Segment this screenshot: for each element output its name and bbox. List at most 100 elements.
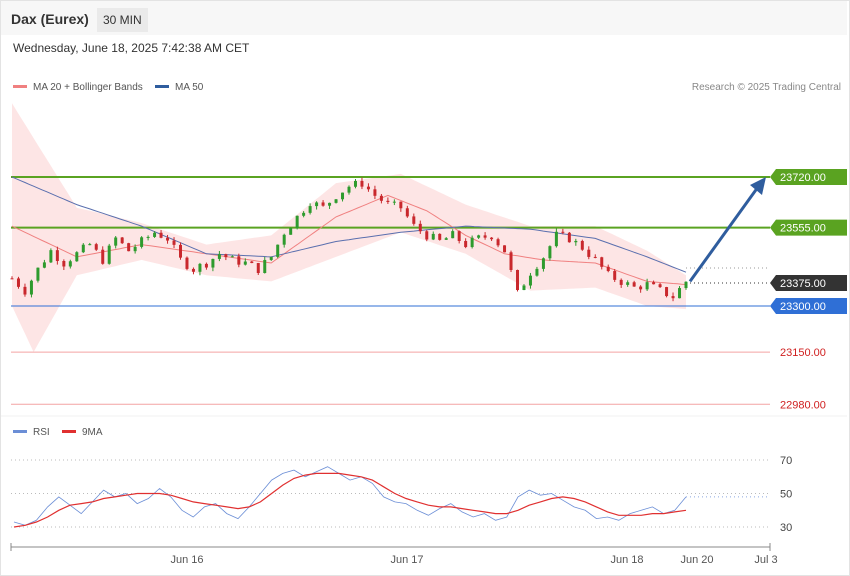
bearish-candle [321, 202, 325, 206]
level-tag [770, 274, 847, 291]
bullish-candle [29, 280, 33, 295]
bearish-candle [464, 240, 468, 248]
bearish-candle [619, 279, 623, 285]
bullish-candle [528, 275, 532, 286]
bullish-candle [341, 192, 345, 200]
time-axis: Jun 16 Jun 17 Jun 18 Jun 20 Jul 3 [10, 543, 778, 566]
bullish-candle [308, 206, 312, 213]
bearish-candle [671, 296, 675, 299]
bearish-candle [250, 261, 254, 264]
level-label: 22980.00 [780, 399, 826, 411]
bearish-candle [509, 252, 513, 270]
bearish-candle [580, 240, 584, 250]
bearish-candle [438, 233, 442, 240]
bearish-candle [503, 245, 507, 253]
bearish-candle [237, 256, 241, 265]
bearish-candle [496, 239, 500, 246]
bullish-candle [451, 231, 455, 239]
bullish-candle [302, 212, 306, 216]
bearish-candle [658, 284, 662, 288]
bullish-candle [684, 281, 688, 289]
ma20-legend-swatch [13, 85, 27, 88]
bearish-candle [490, 237, 494, 240]
bullish-candle [470, 237, 474, 248]
bearish-candle [185, 257, 189, 269]
bearish-candle [172, 240, 176, 245]
bearish-candle [613, 271, 617, 280]
credit-text: Research © 2025 Trading Central [692, 82, 841, 93]
time-axis-label: Jun 20 [680, 554, 713, 566]
bullish-candle [146, 236, 150, 238]
rsi-chart: 70 50 30 [11, 455, 792, 534]
bearish-candle [224, 254, 228, 258]
rsi-tick-label: 70 [780, 455, 792, 467]
bearish-candle [425, 231, 429, 240]
level-tag [770, 169, 847, 185]
level-tag [770, 298, 847, 314]
ma20-legend-label: MA 20 + Bollinger Bands [33, 82, 143, 93]
bullish-candle [444, 238, 448, 240]
ma50-line [11, 176, 687, 273]
bullish-candle [140, 237, 144, 247]
bullish-candle [68, 261, 72, 267]
bullish-candle [269, 256, 273, 260]
bullish-candle [230, 256, 234, 258]
rsi-ma-legend-label: 9MA [82, 427, 103, 438]
bullish-candle [541, 258, 545, 269]
bearish-candle [10, 278, 14, 280]
bearish-candle [204, 263, 208, 268]
rsi-legend-swatch [13, 430, 27, 433]
bullish-candle [477, 235, 481, 238]
bullish-candle [198, 263, 202, 272]
forecast-arrow-shaft [688, 186, 760, 283]
rsi-tick-label: 30 [780, 522, 792, 534]
rsi-line [13, 466, 687, 526]
bullish-candle [328, 202, 332, 206]
bullish-candle [554, 231, 558, 247]
bearish-candle [561, 231, 565, 233]
bearish-candle [600, 257, 604, 267]
bearish-candle [101, 249, 105, 264]
bearish-candle [94, 244, 98, 250]
bullish-candle [535, 268, 539, 276]
rsi-legend-label: RSI [33, 427, 50, 438]
bullish-candle [574, 240, 578, 243]
bearish-candle [652, 282, 656, 285]
bullish-candle [289, 227, 293, 235]
bearish-candle [120, 237, 124, 244]
time-axis-label: Jun 17 [390, 554, 423, 566]
bearish-candle [593, 256, 597, 258]
time-axis-label: Jun 16 [170, 554, 203, 566]
bullish-candle [75, 252, 79, 262]
bearish-candle [587, 249, 591, 257]
level-label: 23720.00 [780, 172, 826, 184]
instrument-title: Dax (Eurex) [11, 11, 89, 27]
bullish-candle [626, 282, 630, 285]
chart-datetime: Wednesday, June 18, 2025 7:42:38 AM CET [13, 41, 250, 55]
timeframe-badge[interactable]: 30 MIN [97, 8, 148, 32]
bearish-candle [386, 200, 390, 202]
level-label: 23150.00 [780, 347, 826, 359]
bullish-candle [315, 202, 319, 207]
bullish-candle [678, 288, 682, 299]
bullish-candle [263, 259, 267, 273]
bullish-candle [81, 244, 85, 253]
bearish-candle [606, 266, 610, 272]
bullish-candle [243, 261, 247, 265]
time-axis-label: Jun 18 [610, 554, 643, 566]
time-axis-label: Jul 3 [754, 554, 777, 566]
rsi-tick-label: 50 [780, 489, 792, 501]
bullish-candle [282, 234, 286, 245]
bearish-candle [412, 216, 416, 224]
rsi-ma-legend-swatch [62, 430, 76, 433]
bullish-candle [49, 250, 53, 263]
bearish-candle [166, 237, 170, 241]
bearish-candle [373, 189, 377, 196]
bullish-candle [88, 244, 92, 246]
bullish-candle [392, 201, 396, 203]
bullish-candle [548, 246, 552, 259]
level-label: 23375.00 [780, 278, 826, 290]
level-label: 23555.00 [780, 223, 826, 235]
bullish-candle [353, 180, 357, 187]
